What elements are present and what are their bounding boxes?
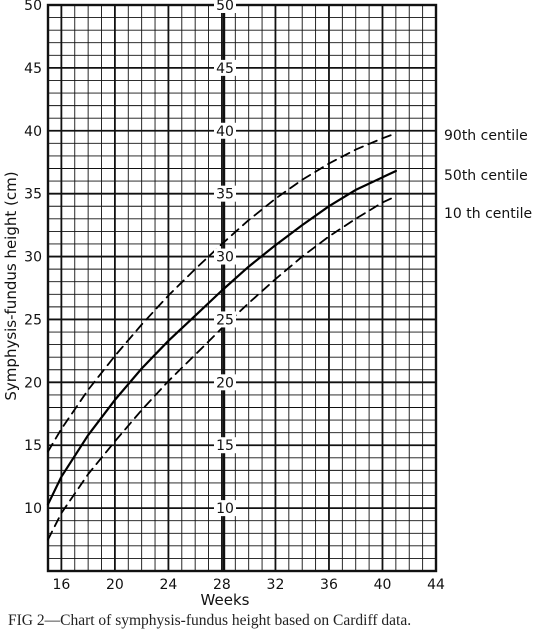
caption-text: —Chart of symphysis-fundus height based … — [44, 612, 412, 629]
x-tick-label: 16 — [52, 577, 70, 593]
x-axis-title: Weeks — [201, 591, 250, 609]
x-tick-label: 32 — [267, 577, 285, 593]
series-line-90th — [47, 132, 397, 453]
label-10th-centile: 10 th centile — [444, 206, 532, 222]
mid-tick-backing — [214, 500, 236, 517]
x-tick-label: 44 — [427, 577, 445, 593]
minor-grid — [47, 5, 436, 571]
y-tick-label: 10 — [24, 501, 42, 517]
y-axis-title: Symphysis-fundus height (cm) — [2, 171, 20, 400]
mid-axis-tick-label: 40 — [216, 124, 234, 140]
y-tick-label: 25 — [24, 312, 42, 328]
y-tick-label: 15 — [24, 438, 42, 454]
x-tick-label: 36 — [320, 577, 338, 593]
mid-axis-tick-label: 15 — [216, 438, 234, 454]
chart: 16 20 24 28 32 36 40 44 10 15 20 25 30 35 40 45 50 10 15 20… — [2, 0, 532, 609]
tick-labels: 16 20 24 28 32 36 40 44 10 15 20 25 30 35 40 45 50 10 15 20… — [24, 0, 445, 593]
plot-frame — [46, 3, 438, 573]
mid-tick-backing — [214, 0, 236, 13]
mid-axis-tick-label: 50 — [216, 0, 234, 14]
label-90th-centile: 90th centile — [444, 128, 528, 144]
y-tick-label: 50 — [24, 0, 42, 14]
y-tick-label: 35 — [24, 187, 42, 203]
mid-axis-tick-label: 25 — [216, 312, 234, 328]
mid-axis-tick-label: 20 — [216, 375, 234, 391]
mid-axis-tick-label: 30 — [216, 250, 234, 266]
y-tick-label: 45 — [24, 61, 42, 77]
mid-tick-backing — [214, 248, 236, 265]
y-tick-label: 20 — [24, 375, 42, 391]
y-tick-label: 40 — [24, 124, 42, 140]
mid-axis-tick-label: 45 — [216, 61, 234, 77]
mid-tick-backing — [214, 374, 236, 391]
major-grid — [46, 3, 438, 573]
x-tick-label: 24 — [159, 577, 177, 593]
mid-tick-backing — [214, 311, 236, 328]
figure-caption: FIG 2—Chart of symphysis-fundus height b… — [8, 612, 538, 630]
y-tick-label: 30 — [24, 250, 42, 266]
mid-tick-backing — [214, 122, 236, 139]
mid-tick-backing — [214, 59, 236, 76]
mid-tick-backing — [214, 185, 236, 202]
x-tick-label: 40 — [374, 577, 392, 593]
series-layer — [46, 132, 397, 541]
label-50th-centile: 50th centile — [444, 168, 528, 184]
x-tick-label: 20 — [106, 577, 124, 593]
figure-number: FIG 2 — [8, 612, 45, 629]
series-line-50th — [46, 169, 397, 506]
x-tick-label: 28 — [213, 577, 231, 593]
mid-axis-tick-label: 35 — [216, 187, 234, 203]
series-line-10th — [47, 195, 397, 541]
mid-tick-backing — [214, 437, 236, 454]
mid-axis-tick-label: 10 — [216, 501, 234, 517]
